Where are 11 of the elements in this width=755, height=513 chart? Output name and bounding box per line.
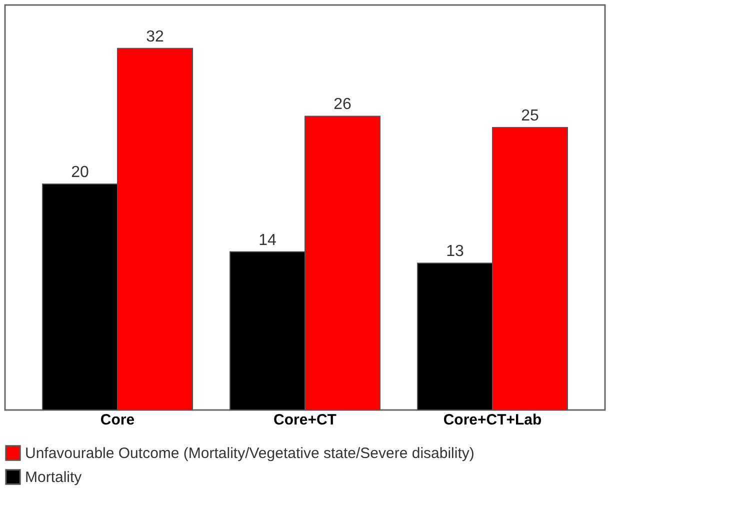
data-label: 32 (146, 28, 164, 46)
x-tick-label: Core+CT (274, 412, 336, 428)
x-tick-label: Core+CT+Lab (443, 412, 542, 428)
data-label: 25 (521, 107, 539, 124)
legend-label: Unfavourable Outcome (Mortality/Vegetative state/Severe disability) (25, 445, 474, 462)
data-label: 13 (446, 243, 464, 260)
data-label: 20 (71, 164, 89, 181)
x-tick-label: Core (100, 412, 135, 428)
legend-label: Mortality (25, 469, 82, 486)
data-label: 14 (258, 232, 276, 249)
data-label: 26 (334, 96, 352, 114)
